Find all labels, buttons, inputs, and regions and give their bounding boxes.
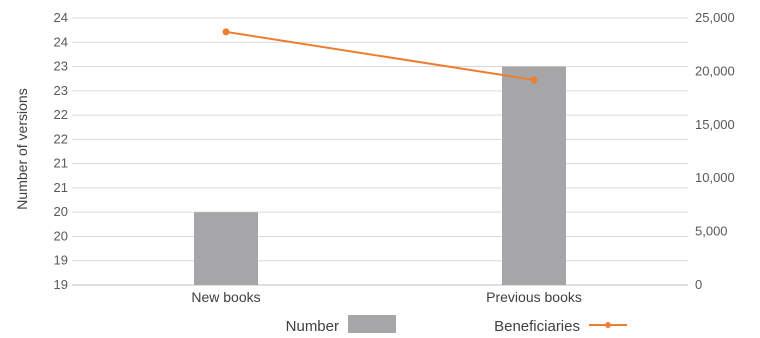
left-tick-label: 19 [54, 253, 68, 268]
line-beneficiaries [225, 30, 535, 81]
bars-group [194, 66, 566, 285]
legend: Number Beneficiaries [286, 315, 627, 335]
line-series-group [222, 28, 538, 84]
legend-label-number: Number [286, 318, 339, 333]
right-tick-label: 20,000 [695, 63, 735, 78]
left-tick-label: 23 [54, 59, 68, 74]
gridlines [72, 17, 688, 286]
legend-marker-beneficiaries [605, 322, 611, 328]
left-tick-label: 23 [54, 83, 68, 98]
left-axis-ticks: 19 19 20 20 21 21 22 22 23 23 24 24 [54, 10, 68, 292]
right-tick-label: 0 [695, 277, 702, 292]
category-label: New books [191, 289, 260, 305]
y-axis-title: Number of versions [14, 88, 30, 209]
left-tick-label: 21 [54, 180, 68, 195]
bar [502, 66, 566, 285]
right-tick-label: 10,000 [695, 170, 735, 185]
left-tick-label: 20 [54, 204, 68, 219]
category-label: Previous books [486, 289, 582, 305]
right-tick-label: 15,000 [695, 117, 735, 132]
left-tick-label: 22 [54, 131, 68, 146]
right-tick-label: 25,000 [695, 10, 735, 25]
legend-swatch-number [348, 315, 396, 333]
left-tick-label: 19 [54, 277, 68, 292]
left-tick-label: 24 [54, 10, 68, 25]
left-tick-label: 22 [54, 107, 68, 122]
left-tick-label: 24 [54, 34, 68, 49]
right-axis-ticks: 0 5,000 10,000 15,000 20,000 25,000 [695, 10, 735, 292]
category-labels: New books Previous books [191, 289, 581, 305]
right-tick-label: 5,000 [695, 224, 728, 239]
bar [194, 212, 258, 285]
left-tick-label: 20 [54, 228, 68, 243]
legend-label-beneficiaries: Beneficiaries [494, 318, 580, 333]
line-point [222, 28, 230, 36]
left-tick-label: 21 [54, 156, 68, 171]
line-point [530, 76, 538, 84]
